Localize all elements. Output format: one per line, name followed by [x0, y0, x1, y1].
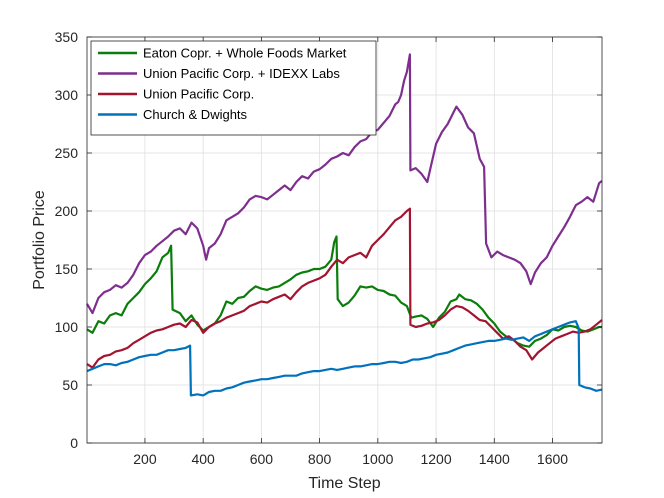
- y-tick-label: 200: [55, 203, 79, 219]
- x-tick-label: 1600: [537, 451, 568, 467]
- axis-ticks: 200 400 600 800 1000 1200 1400 1600 0 50 100 150 200…: [55, 29, 602, 467]
- legend-entry-label: Union Pacific Corp.: [143, 87, 254, 102]
- y-tick-label: 300: [55, 87, 79, 103]
- series-layer: [86, 53, 603, 397]
- x-tick-label: 1400: [479, 451, 510, 467]
- y-tick-label: 100: [55, 319, 79, 335]
- x-tick-label: 200: [133, 451, 157, 467]
- series-line-4: [86, 320, 603, 397]
- y-tick-label: 250: [55, 145, 79, 161]
- x-tick-label: 800: [308, 451, 332, 467]
- legend-box: [90, 40, 377, 136]
- legend-entry-label: Eaton Copr. + Whole Foods Market: [143, 46, 347, 61]
- y-tick-label: 0: [70, 435, 78, 451]
- legend: Eaton Copr. + Whole Foods Market Union Pa…: [90, 40, 377, 136]
- x-axis-label: Time Step: [308, 475, 380, 492]
- x-tick-label: 600: [250, 451, 274, 467]
- y-tick-label: 50: [62, 377, 78, 393]
- y-tick-label: 150: [55, 261, 79, 277]
- series-line-3: [86, 207, 603, 369]
- legend-entry-label: Church & Dwights: [143, 107, 248, 122]
- x-tick-label: 1000: [362, 451, 393, 467]
- plot-frame: [86, 36, 603, 444]
- x-tick-label: 400: [191, 451, 215, 467]
- y-tick-label: 350: [55, 29, 79, 45]
- series-line-2: [86, 53, 603, 315]
- x-tick-label: 1200: [420, 451, 451, 467]
- legend-entry-label: Union Pacific Corp. + IDEXX Labs: [143, 66, 340, 81]
- y-axis-label: Portfolio Price: [31, 190, 48, 290]
